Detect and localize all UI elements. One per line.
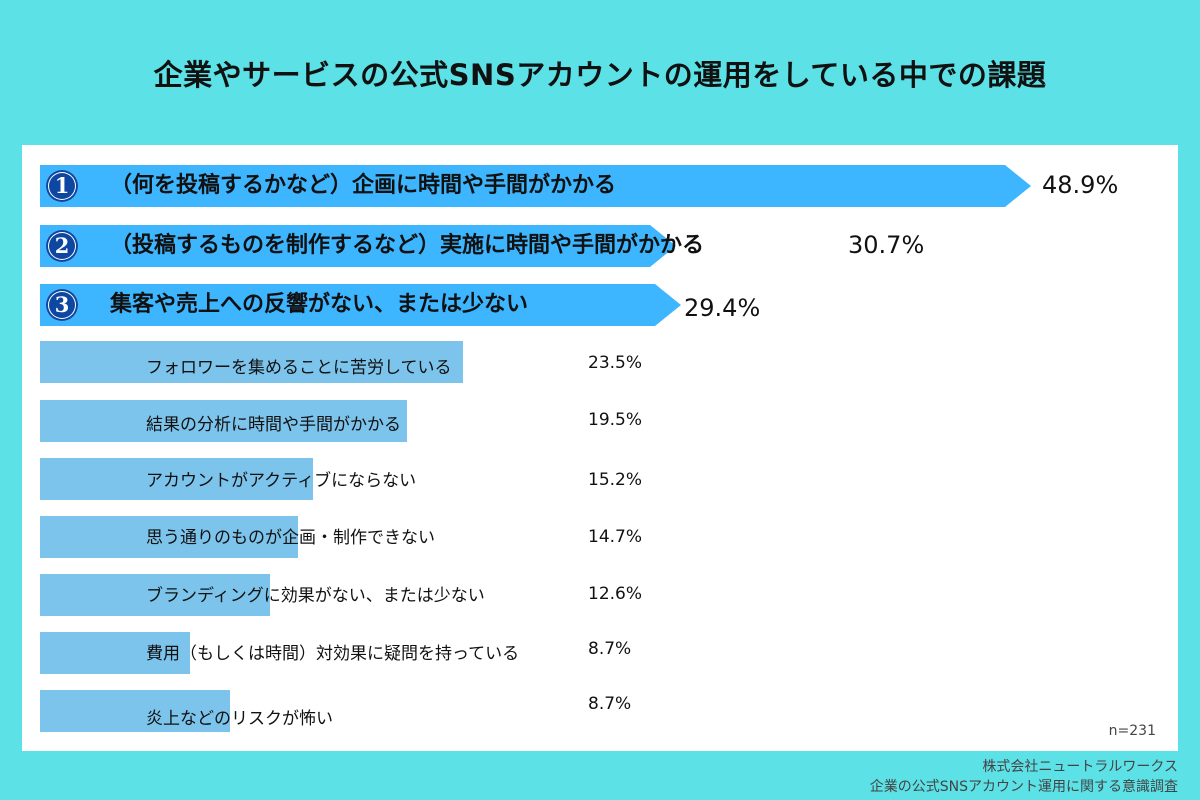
bar-row-9: 費用（もしくは時間）対効果に疑問を持っている 8.7%: [40, 632, 740, 674]
rank-3-badge-icon: 3: [46, 289, 78, 321]
bar-value-4: 23.5%: [588, 353, 643, 373]
footer-survey: 企業の公式SNSアカウント運用に関する意識調査: [869, 779, 1178, 795]
bar-value-7: 14.7%: [588, 527, 643, 547]
arrow-tip-1: [1005, 165, 1031, 207]
bar-row-10: 炎上などのリスクが怖い 8.7%: [40, 690, 740, 732]
bar-value-5: 19.5%: [588, 410, 643, 430]
top-value-3: 29.4%: [684, 294, 761, 322]
bar-value-10: 8.7%: [588, 694, 632, 714]
top-value-1: 48.9%: [1042, 171, 1119, 199]
top-value-2: 30.7%: [848, 231, 925, 259]
rank-2-badge-icon: 2: [46, 230, 78, 262]
bar-row-4: フォロワーを集めることに苦労している 23.5%: [40, 341, 740, 383]
bar-label-10: 炎上などのリスクが怖い: [146, 709, 333, 729]
top-label-3: 集客や売上への反響がない、または少ない: [110, 292, 529, 317]
bar-4: [40, 341, 463, 383]
bar-8: [40, 574, 270, 616]
bar-row-7: 思う通りのものが企画・制作できない 14.7%: [40, 516, 740, 558]
bar-label-4: フォロワーを集めることに苦労している: [146, 358, 452, 378]
bar-9: [40, 632, 190, 674]
bar-10: [40, 690, 230, 732]
top-bar-3: [40, 284, 655, 326]
bar-value-8: 12.6%: [588, 584, 643, 604]
bar-row-5: 結果の分析に時間や手間がかかる 19.5%: [40, 400, 740, 442]
bar-row-8: ブランディングに効果がない、または少ない 12.6%: [40, 574, 740, 616]
bar-label-6: アカウントがアクティブにならない: [146, 471, 417, 491]
chart-title: 企業やサービスの公式SNSアカウントの運用をしている中での課題: [153, 58, 1047, 92]
arrow-tip-3: [655, 284, 681, 326]
bar-label-5: 結果の分析に時間や手間がかかる: [146, 415, 401, 435]
arrow-tip-2: [650, 225, 676, 267]
bar-6: [40, 458, 313, 500]
bar-7: [40, 516, 298, 558]
sample-size: n=231: [1108, 723, 1156, 739]
top-row-2: 2 （投稿するものを制作するなど）実施に時間や手間がかかる 30.7%: [40, 225, 1140, 267]
footer-company: 株式会社ニュートラルワークス: [982, 759, 1178, 775]
bar-5: [40, 400, 407, 442]
top-bar-1: [40, 165, 1005, 207]
bar-row-6: アカウントがアクティブにならない 15.2%: [40, 458, 740, 500]
top-row-1: 1 （何を投稿するかなど）企画に時間や手間がかかる 48.9%: [40, 165, 1140, 207]
top-label-1: （何を投稿するかなど）企画に時間や手間がかかる: [110, 173, 617, 198]
rank-1-badge-icon: 1: [46, 170, 78, 202]
bar-label-7: 思う通りのものが企画・制作できない: [146, 528, 435, 548]
top-label-2: （投稿するものを制作するなど）実施に時間や手間がかかる: [110, 233, 705, 258]
footer-credit: 株式会社ニュートラルワークス 企業の公式SNSアカウント運用に関する意識調査: [870, 757, 1178, 797]
bar-label-9: 費用（もしくは時間）対効果に疑問を持っている: [146, 644, 520, 664]
top-bar-2: [40, 225, 650, 267]
bar-value-9: 8.7%: [588, 639, 632, 659]
top-row-3: 3 集客や売上への反響がない、または少ない 29.4%: [40, 284, 1140, 326]
bar-value-6: 15.2%: [588, 470, 643, 490]
chart-panel: 1 （何を投稿するかなど）企画に時間や手間がかかる 48.9% 2 （投稿するも…: [22, 145, 1178, 751]
bar-label-8: ブランディングに効果がない、または少ない: [146, 586, 485, 606]
